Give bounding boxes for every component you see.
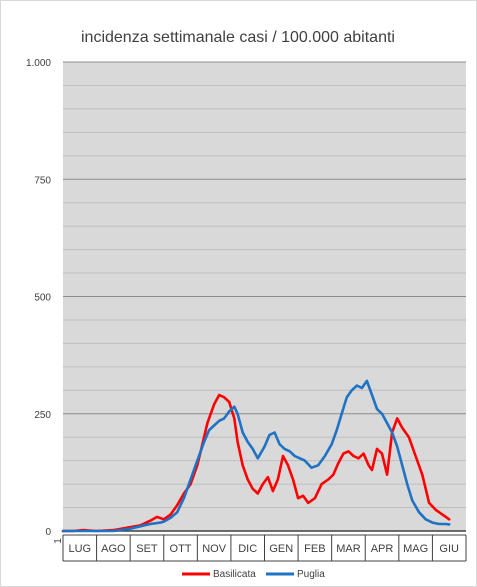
y-tick-label: 500 xyxy=(34,293,51,304)
x-category-label: AGO xyxy=(101,543,126,555)
series-line-0 xyxy=(61,393,451,533)
x-category-label: DIC xyxy=(238,543,257,555)
x-category-label: OTT xyxy=(170,543,192,555)
series-lines xyxy=(61,379,451,533)
legend: Basilicata Puglia xyxy=(182,569,325,580)
x-category-label: GIU xyxy=(439,543,459,555)
series-line-1 xyxy=(61,379,451,533)
gridlines xyxy=(63,61,466,509)
chart-title: incidenza settimanale casi / 100.000 abi… xyxy=(81,29,395,46)
x-first-tick-label: 1 xyxy=(53,538,64,544)
x-category-label: MAR xyxy=(336,543,361,555)
legend-label-0: Basilicata xyxy=(213,569,256,580)
x-category-label: NOV xyxy=(202,543,227,555)
x-category-label: LUG xyxy=(68,543,91,555)
x-category-label: GEN xyxy=(269,543,293,555)
y-tick-label: 750 xyxy=(34,175,51,186)
x-category-label: MAG xyxy=(403,543,428,555)
y-tick-label: 1.000 xyxy=(26,58,51,69)
y-tick-label: 250 xyxy=(34,410,51,421)
y-axis-ticks: 0 250 500 750 1.000 xyxy=(26,58,51,538)
x-category-label: APR xyxy=(371,543,394,555)
x-axis-categories: LUG AGO SET OTT NOV DIC GEN FEB MAR APR MAG GIU 1 xyxy=(53,530,467,562)
y-tick-label: 0 xyxy=(45,527,51,538)
legend-label-1: Puglia xyxy=(297,569,325,580)
x-category-label: FEB xyxy=(304,543,325,555)
x-category-label: SET xyxy=(136,543,158,555)
